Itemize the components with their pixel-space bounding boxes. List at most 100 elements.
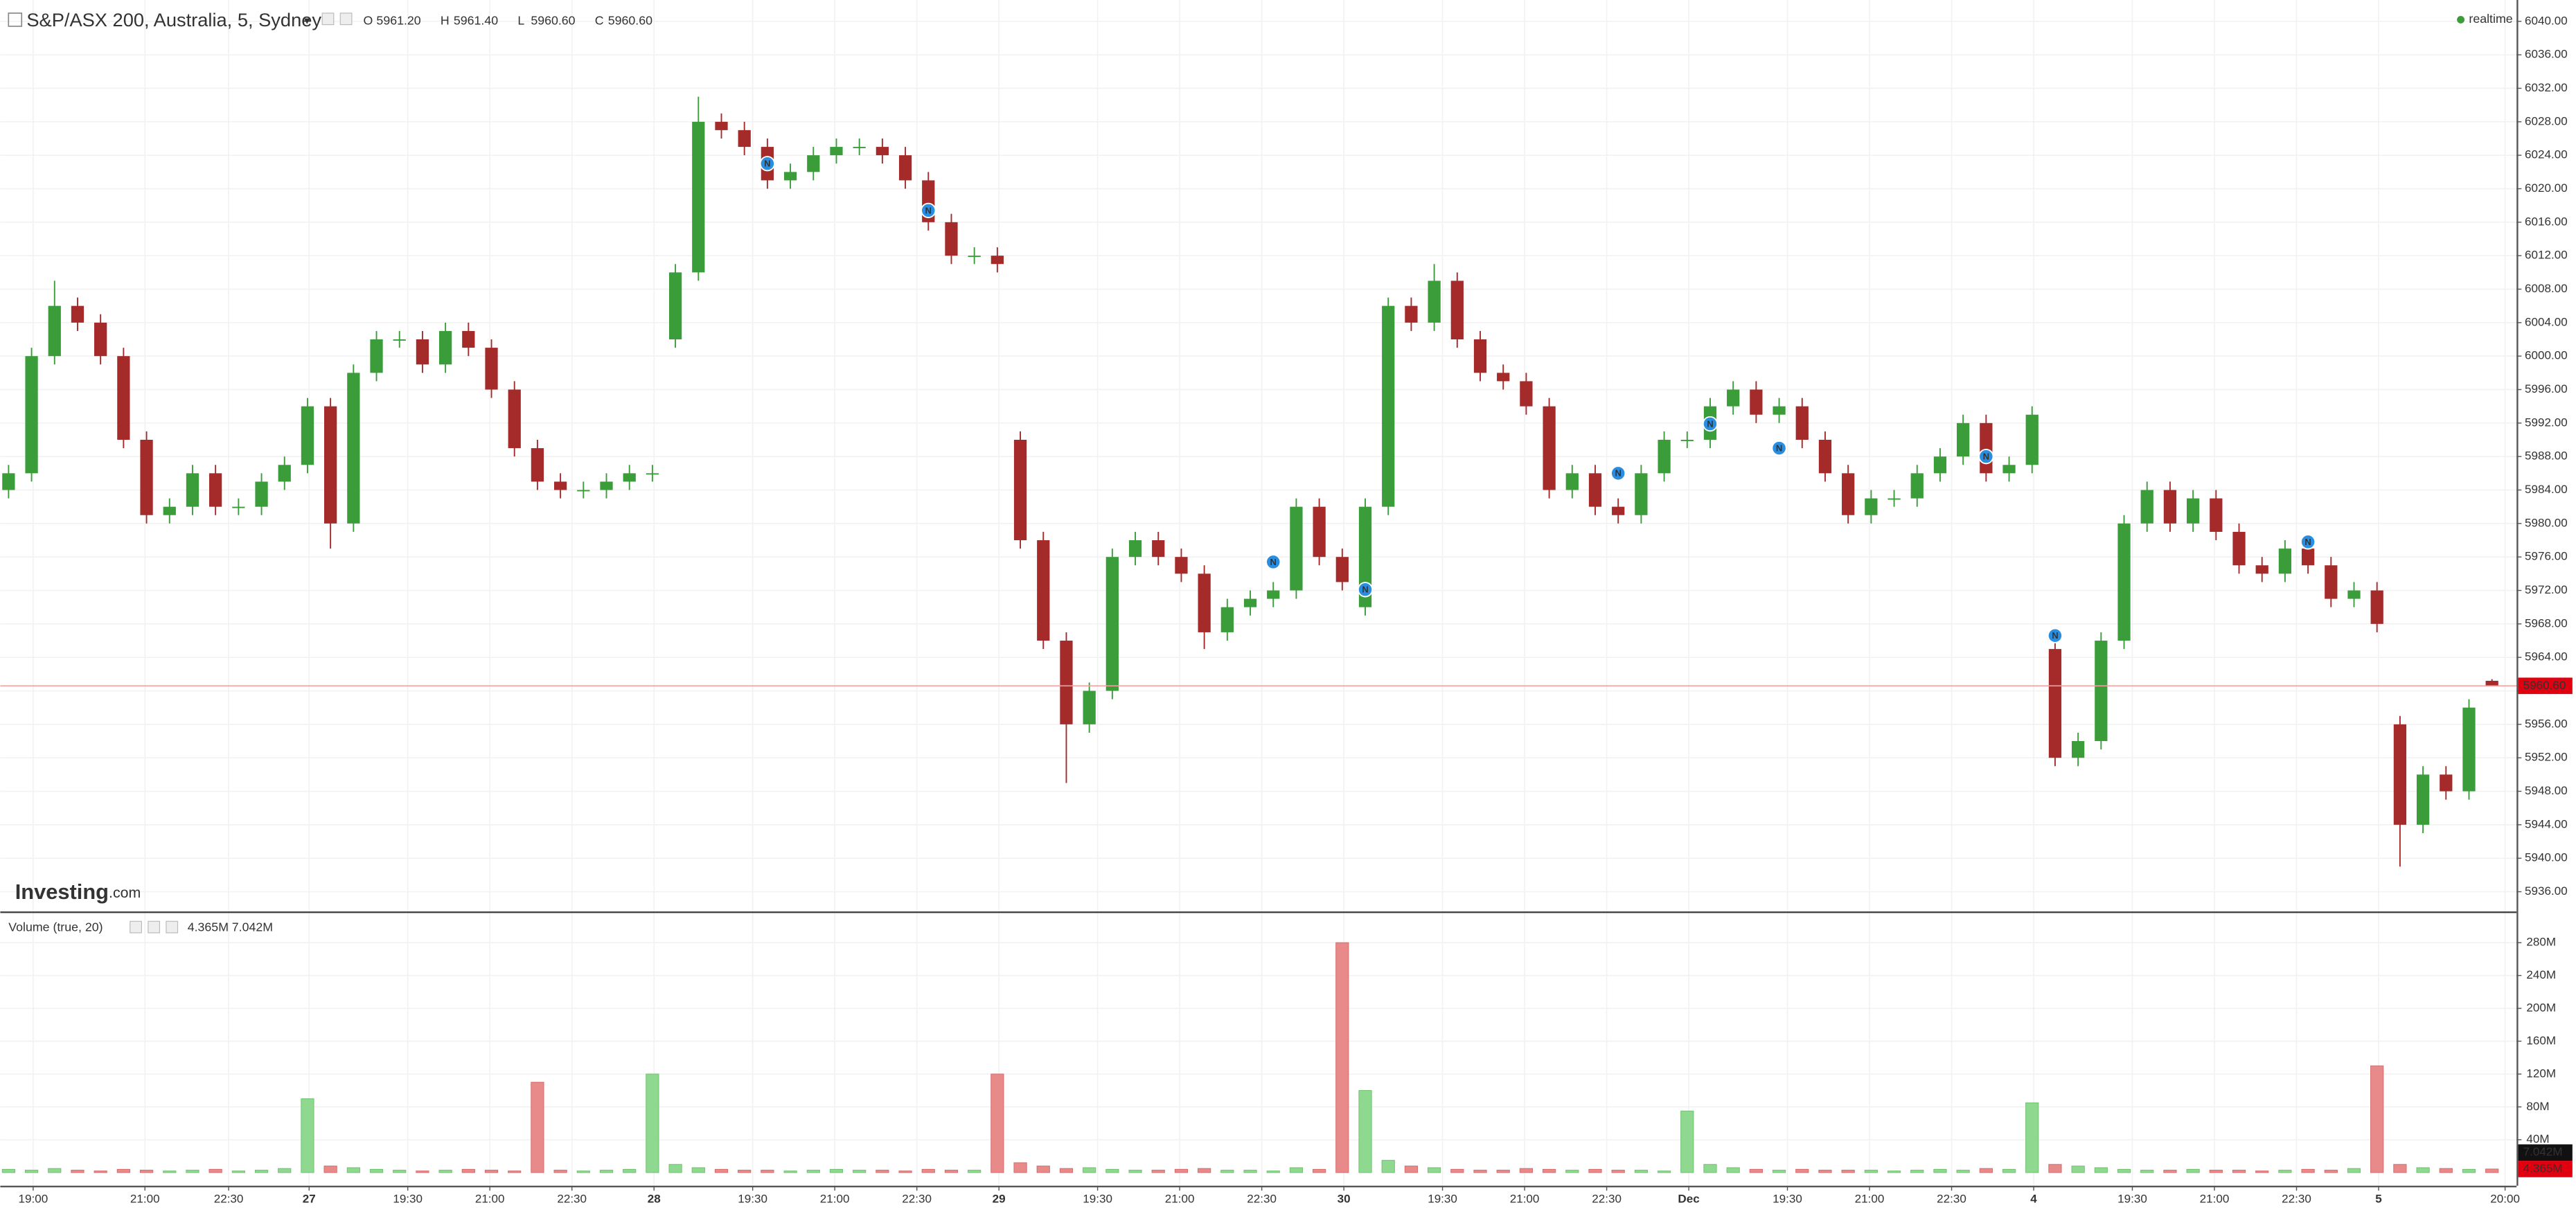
candle-body — [416, 339, 429, 365]
candle-body — [1727, 389, 1740, 407]
news-marker[interactable] — [1771, 440, 1787, 456]
volume-bar — [1473, 1170, 1487, 1173]
y-tick-label: 6012.00 — [2525, 249, 2568, 262]
volume-legend-ma: 7.042M — [232, 920, 273, 934]
volume-bar — [1059, 1168, 1074, 1173]
candle-body — [1750, 389, 1763, 415]
candle-body — [94, 322, 107, 357]
volume-bar — [346, 1167, 360, 1173]
candle-body — [2301, 549, 2315, 566]
candle-body — [577, 490, 590, 492]
candle-body — [968, 256, 981, 258]
candle-body — [1588, 473, 1602, 507]
candle-body — [1658, 440, 1671, 474]
candle-body — [1680, 440, 1694, 441]
y-tick-label: 5992.00 — [2525, 416, 2568, 429]
x-tick-label: 28 — [648, 1193, 661, 1206]
candle-body — [48, 305, 61, 357]
y-tick-label: 5984.00 — [2525, 483, 2568, 496]
title-menu-caret[interactable]: ▾ — [304, 14, 310, 27]
candle-body — [1933, 456, 1947, 474]
candle-body — [1105, 557, 1119, 691]
volume-bar — [2393, 1164, 2407, 1173]
candle-body — [2025, 414, 2038, 465]
x-tick-label: 30 — [1338, 1193, 1351, 1206]
news-marker-label: N — [1615, 468, 1621, 479]
news-marker[interactable] — [1978, 449, 1994, 465]
news-marker[interactable] — [1357, 582, 1374, 598]
volume-bar — [1381, 1159, 1395, 1173]
ohlc-key: H — [441, 14, 450, 28]
candle-body — [1635, 473, 1648, 515]
status-dot — [2457, 16, 2465, 24]
candle-body — [301, 406, 314, 465]
candle-body — [1450, 280, 1464, 340]
news-marker[interactable] — [921, 202, 936, 219]
volume-bar — [1841, 1170, 1855, 1173]
volume-button[interactable] — [130, 920, 142, 934]
volume-tick-label: 200M — [2526, 1001, 2556, 1014]
y-tick-label: 6020.00 — [2525, 181, 2568, 195]
volume-bar — [163, 1170, 177, 1173]
volume-value-axis-label: 4.365M — [2523, 1161, 2563, 1175]
candle-body — [2370, 590, 2383, 624]
candle-body — [1405, 305, 1418, 323]
ohlc-key: L — [517, 14, 524, 28]
news-marker[interactable] — [1265, 554, 1281, 570]
volume-tick-label: 80M — [2526, 1100, 2549, 1113]
x-tick-label: 29 — [993, 1193, 1006, 1206]
volume-bar — [576, 1170, 590, 1173]
candle-body — [163, 506, 176, 515]
candle-body — [1335, 557, 1349, 582]
news-marker[interactable] — [1702, 416, 1718, 432]
news-marker[interactable] — [2300, 534, 2316, 550]
candle-body — [25, 356, 38, 474]
volume-bar — [186, 1170, 199, 1173]
volume-bar — [24, 1170, 39, 1173]
volume-bar — [461, 1168, 475, 1173]
volume-bar — [1266, 1170, 1280, 1173]
settings-button[interactable] — [321, 12, 335, 26]
volume-bar — [1634, 1170, 1648, 1173]
volume-bar — [1174, 1168, 1189, 1173]
news-marker[interactable] — [2047, 627, 2063, 643]
candle-body — [2255, 565, 2268, 574]
volume-tick-label: 40M — [2526, 1132, 2549, 1146]
x-tick-label: 22:30 — [2282, 1193, 2311, 1206]
volume-bar — [416, 1170, 429, 1173]
news-marker-label: N — [1362, 585, 1368, 595]
y-tick-label: 5956.00 — [2525, 717, 2568, 730]
news-marker-label: N — [1983, 452, 1989, 462]
volume-bar — [1151, 1170, 1165, 1173]
candle-body — [462, 330, 475, 348]
candle-body — [278, 465, 291, 482]
x-tick-label: 5 — [2375, 1193, 2382, 1206]
candle-body — [1520, 381, 1533, 407]
collapse-button[interactable] — [8, 12, 23, 27]
x-tick-label: 22:30 — [902, 1193, 932, 1206]
news-marker[interactable] — [759, 156, 776, 172]
candle-body — [117, 356, 130, 440]
volume-bar — [1243, 1170, 1257, 1173]
y-tick-label: 5972.00 — [2525, 583, 2568, 596]
volume-ma-box — [2518, 1144, 2573, 1161]
y-tick-label: 6016.00 — [2525, 215, 2568, 228]
close-button[interactable] — [339, 12, 353, 26]
volume-button[interactable] — [148, 920, 161, 934]
y-tick-label: 6000.00 — [2525, 349, 2568, 362]
candle-body — [715, 121, 728, 130]
volume-button[interactable] — [166, 920, 179, 934]
x-tick-label: 22:30 — [214, 1193, 244, 1206]
candle-body — [1175, 557, 1188, 574]
volume-bar — [484, 1170, 499, 1173]
candle-body — [347, 373, 360, 524]
volume-bar — [2140, 1170, 2154, 1173]
x-tick-label: 19:30 — [393, 1193, 423, 1206]
candle-body — [1818, 440, 1832, 474]
y-tick-label: 6004.00 — [2525, 315, 2568, 328]
volume-tick-label: 280M — [2526, 936, 2556, 949]
news-marker[interactable] — [1610, 465, 1626, 481]
candle-body — [1382, 305, 1395, 507]
candle-body — [1473, 339, 1487, 373]
